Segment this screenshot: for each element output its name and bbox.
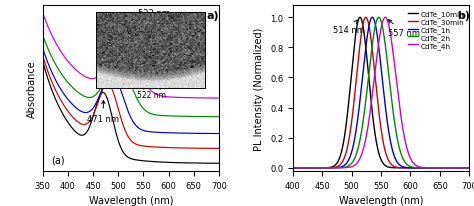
CdTe_10min: [299, 167, 305, 169]
Y-axis label: Absorbance: Absorbance: [27, 60, 37, 117]
Text: 471 nm: 471 nm: [87, 101, 119, 123]
CdTe_4h: [466, 167, 472, 169]
X-axis label: Wavelength (nm): Wavelength (nm): [339, 195, 423, 205]
CdTe_30min: [461, 167, 467, 169]
CdTe_2h: [461, 167, 467, 169]
CdTe_10min: [429, 167, 435, 169]
Line: CdTe_30min: CdTe_30min: [293, 18, 469, 168]
CdTe_4h: [461, 167, 467, 169]
CdTe_2h: [376, 17, 382, 19]
CdTe_30min: [371, 66, 377, 69]
X-axis label: Wavelength (nm): Wavelength (nm): [89, 195, 173, 205]
Text: 557 nm: 557 nm: [388, 21, 420, 38]
CdTe_1h: [371, 20, 377, 22]
CdTe_1h: [461, 167, 467, 169]
CdTe_30min: [290, 167, 296, 169]
CdTe_4h: [371, 80, 377, 82]
Text: 522 nm: 522 nm: [132, 9, 170, 35]
Text: a): a): [207, 11, 219, 21]
CdTe_1h: [429, 167, 435, 169]
CdTe_4h: [376, 42, 382, 45]
CdTe_1h: [299, 167, 305, 169]
CdTe_10min: [376, 152, 382, 154]
CdTe_10min: [461, 167, 467, 169]
Line: CdTe_4h: CdTe_4h: [293, 18, 469, 168]
CdTe_4h: [429, 167, 435, 169]
CdTe_4h: [290, 167, 296, 169]
CdTe_10min: [461, 167, 467, 169]
CdTe_4h: [461, 167, 467, 169]
CdTe_30min: [376, 111, 382, 113]
Line: CdTe_10min: CdTe_10min: [293, 18, 469, 168]
CdTe_4h: [299, 167, 305, 169]
CdTe_10min: [290, 167, 296, 169]
CdTe_10min: [357, 17, 363, 19]
CdTe_30min: [299, 167, 305, 169]
CdTe_30min: [363, 17, 369, 19]
Line: CdTe_2h: CdTe_2h: [293, 18, 469, 168]
CdTe_30min: [429, 167, 435, 169]
CdTe_2h: [461, 167, 467, 169]
CdTe_2h: [466, 167, 472, 169]
Text: b): b): [457, 11, 470, 21]
CdTe_10min: [371, 126, 377, 129]
CdTe_2h: [299, 167, 305, 169]
CdTe_30min: [461, 167, 467, 169]
CdTe_1h: [290, 167, 296, 169]
CdTe_2h: [371, 32, 377, 35]
CdTe_1h: [376, 47, 382, 49]
CdTe_10min: [466, 167, 472, 169]
Text: 514 nm: 514 nm: [333, 21, 365, 35]
Line: CdTe_1h: CdTe_1h: [293, 18, 469, 168]
CdTe_2h: [290, 167, 296, 169]
Text: 522 nm: 522 nm: [137, 90, 166, 99]
CdTe_2h: [429, 167, 435, 169]
CdTe_1h: [461, 167, 467, 169]
Text: (a): (a): [52, 154, 65, 164]
Legend: CdTe_10min, CdTe_30min, CdTe_1h, CdTe_2h, CdTe_4h: CdTe_10min, CdTe_30min, CdTe_1h, CdTe_2h…: [407, 10, 465, 51]
CdTe_1h: [370, 17, 375, 19]
Y-axis label: PL Intensity (Normalized): PL Intensity (Normalized): [255, 27, 264, 150]
CdTe_1h: [466, 167, 472, 169]
CdTe_2h: [376, 17, 382, 19]
CdTe_30min: [466, 167, 472, 169]
CdTe_4h: [383, 17, 388, 19]
